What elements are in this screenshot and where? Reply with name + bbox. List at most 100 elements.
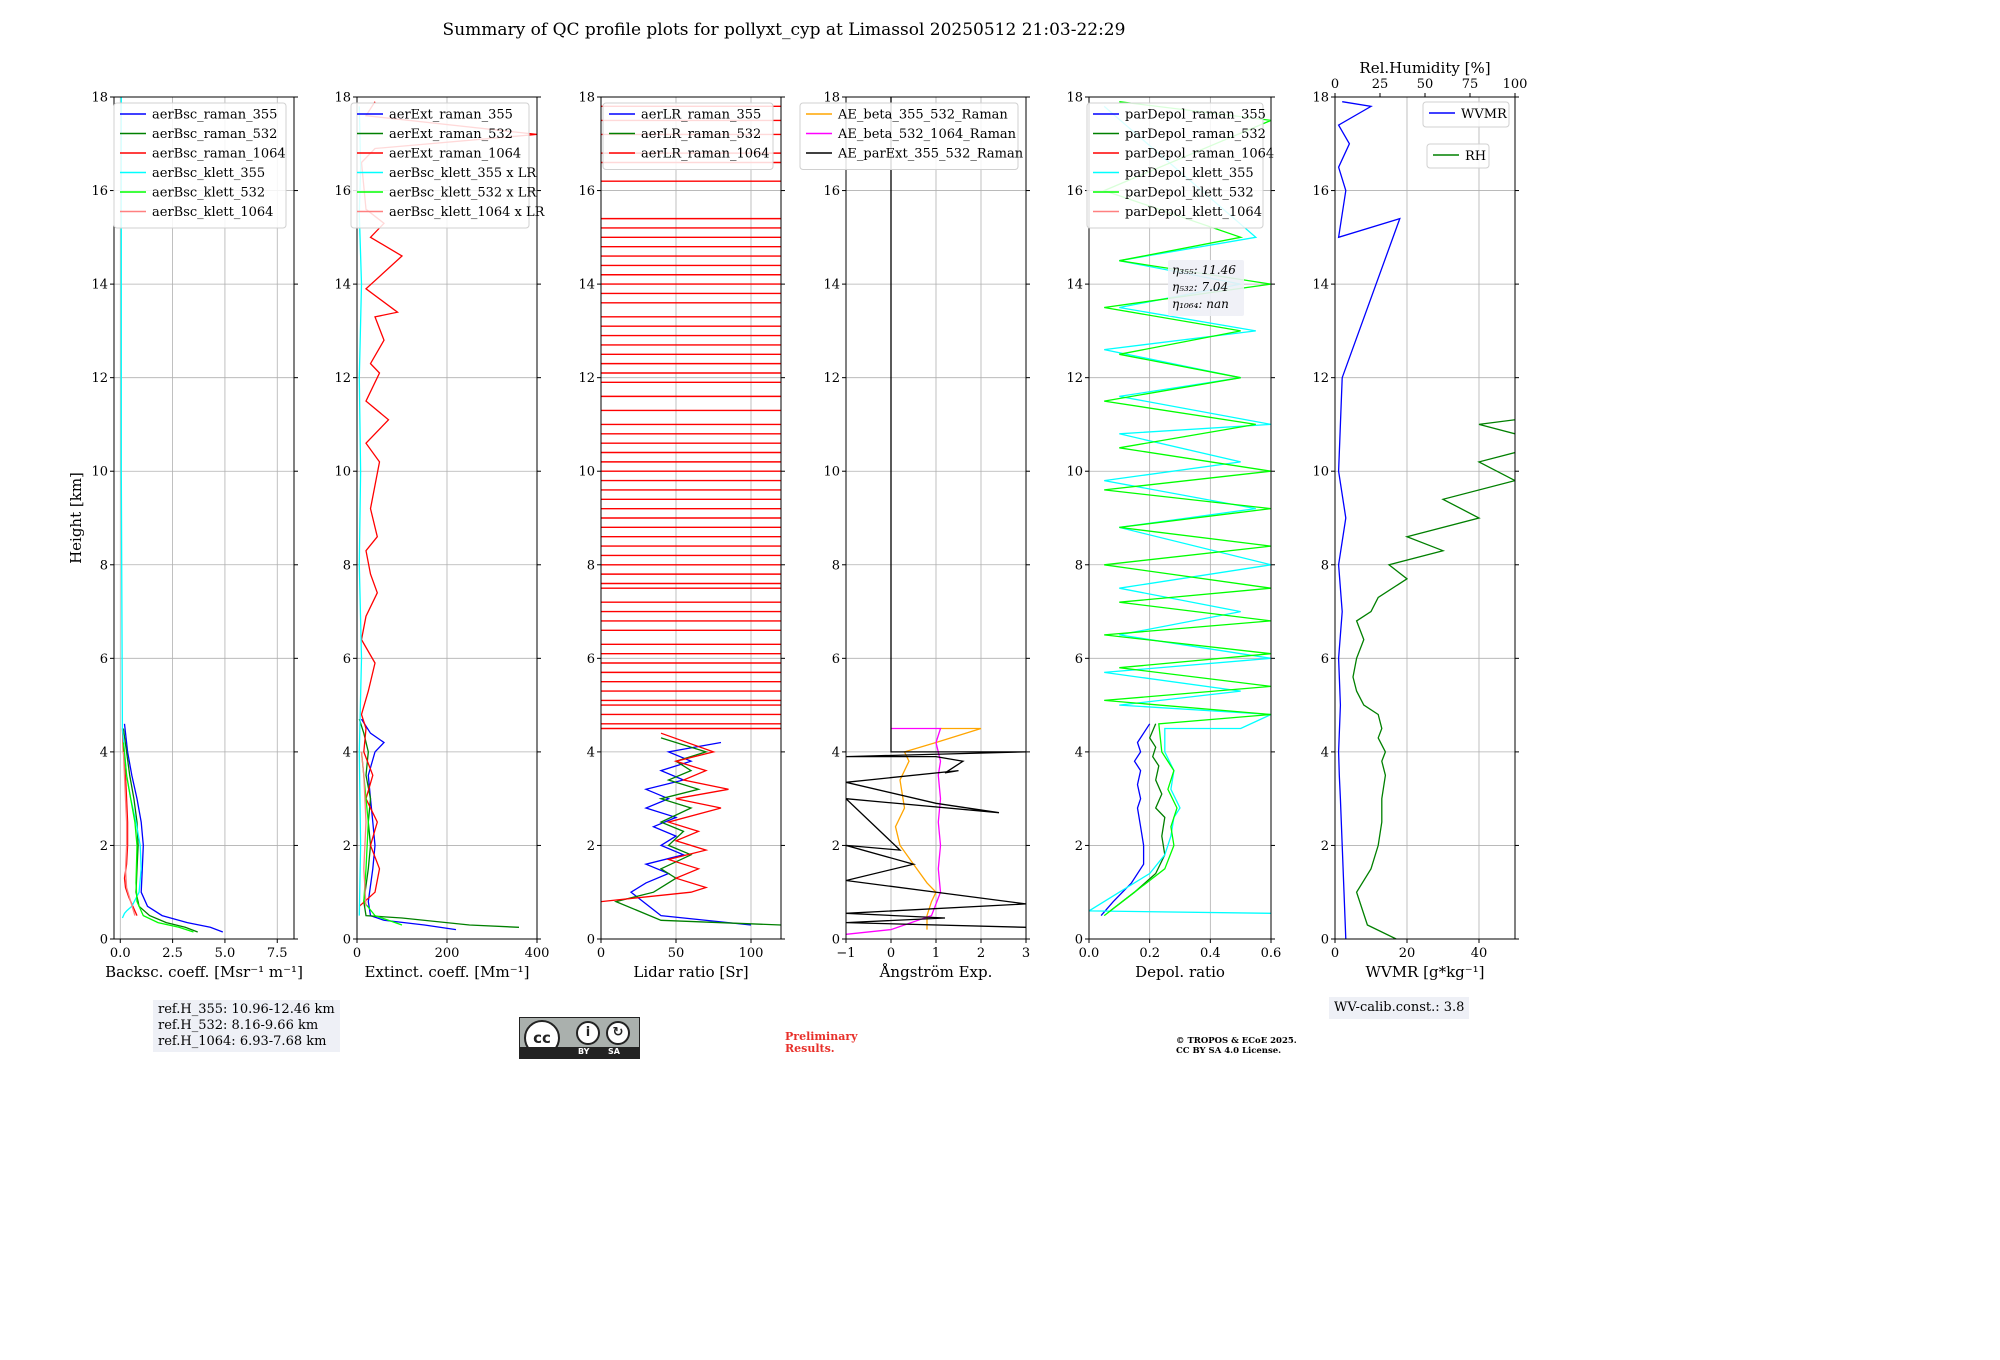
x-tick-label: 1 bbox=[932, 946, 940, 961]
series-aerLR_raman_532 bbox=[613, 737, 781, 926]
x-tick-label: 0.0 bbox=[110, 946, 131, 961]
y-tick-label: 2 bbox=[343, 839, 351, 854]
y-tick-label: 8 bbox=[100, 558, 108, 573]
y-tick-label: 14 bbox=[1312, 278, 1329, 293]
y-tick-label: 2 bbox=[100, 839, 108, 854]
y-tick-label: 6 bbox=[343, 652, 351, 667]
y-tick-label: 8 bbox=[832, 558, 840, 573]
ref-height-1064: ref.H_1064: 6.93-7.68 km bbox=[158, 1034, 327, 1049]
y-tick-label: 12 bbox=[334, 371, 351, 386]
legend-label: parDepol_klett_1064 bbox=[1125, 205, 1262, 220]
top-x-tick-label: 100 bbox=[1503, 77, 1528, 92]
legend-label: aerLR_raman_1064 bbox=[641, 147, 770, 162]
axes-frame bbox=[1334, 96, 1516, 940]
x-tick-label: 40 bbox=[1471, 946, 1488, 961]
x-tick-label: −1 bbox=[836, 946, 855, 961]
data-water_vapor bbox=[1337, 101, 1515, 939]
legend-label: parDepol_klett_355 bbox=[1125, 166, 1254, 181]
cc-license-badge: cc i ↻ BY SA bbox=[519, 1017, 640, 1059]
series-aerBsc_klett_532 bbox=[122, 742, 194, 933]
axes-frame bbox=[1088, 96, 1272, 940]
series-aerLR_raman_355 bbox=[629, 741, 752, 926]
legend-label: RH bbox=[1465, 149, 1486, 164]
data-backscatter bbox=[120, 97, 224, 933]
legend-box bbox=[602, 102, 774, 170]
x-tick-label: 0 bbox=[353, 946, 361, 961]
data-angstrom bbox=[846, 97, 1026, 935]
y-tick-label: 4 bbox=[587, 745, 595, 760]
legend-label: aerExt_raman_1064 bbox=[389, 147, 521, 162]
y-tick-label: 2 bbox=[587, 839, 595, 854]
top-x-tick-label: 25 bbox=[1372, 77, 1389, 92]
legend-label: aerBsc_raman_1064 bbox=[152, 147, 286, 162]
y-tick-label: 8 bbox=[1321, 558, 1329, 573]
y-tick-label: 14 bbox=[578, 278, 595, 293]
x-axis-label: Depol. ratio bbox=[1135, 963, 1225, 981]
x-tick-label: 0 bbox=[887, 946, 895, 961]
cc-sa-label: SA bbox=[608, 1047, 620, 1056]
y-tick-label: 12 bbox=[578, 371, 595, 386]
y-tick-label: 10 bbox=[334, 465, 351, 480]
cc-license-bar: BY SA bbox=[520, 1047, 639, 1058]
series-parDepol_raman_532 bbox=[1109, 723, 1166, 912]
figure-canvas: Summary of QC profile plots for pollyxt_… bbox=[67, 20, 1528, 982]
legend-label: aerExt_raman_532 bbox=[389, 127, 513, 142]
legend-box bbox=[799, 102, 1019, 170]
series-AE_beta_355_532_Raman bbox=[894, 727, 982, 930]
x-tick-label: 3 bbox=[1022, 946, 1030, 961]
x-tick-label: 100 bbox=[739, 946, 764, 961]
y-tick-label: 10 bbox=[823, 465, 840, 480]
legend-box-rh bbox=[1426, 143, 1490, 169]
x-tick-label: 0.6 bbox=[1261, 946, 1282, 961]
y-tick-label: 18 bbox=[91, 91, 108, 106]
y-tick-label: 4 bbox=[832, 745, 840, 760]
y-tick-label: 12 bbox=[823, 371, 840, 386]
y-tick-label: 16 bbox=[823, 184, 840, 199]
y-tick-label: 10 bbox=[578, 465, 595, 480]
series-parDepol_raman_355 bbox=[1100, 723, 1151, 917]
x-tick-label: 2.5 bbox=[162, 946, 183, 961]
y-tick-label: 12 bbox=[1066, 371, 1083, 386]
axes-frame bbox=[600, 96, 782, 940]
x-axis-label: Ångström Exp. bbox=[879, 963, 993, 981]
x-tick-label: 200 bbox=[435, 946, 460, 961]
preliminary-line-1: Preliminary bbox=[785, 1030, 858, 1043]
y-tick-label: 10 bbox=[91, 465, 108, 480]
y-tick-label: 10 bbox=[1066, 465, 1083, 480]
copyright-line-1: © TROPOS & ECoE 2025. bbox=[1176, 1036, 1297, 1046]
share-alike-icon: ↻ bbox=[606, 1021, 630, 1045]
y-tick-label: 18 bbox=[823, 91, 840, 106]
copyright-note: © TROPOS & ECoE 2025. CC BY SA 4.0 Licen… bbox=[1176, 1036, 1297, 1056]
series-aerBsc_klett_1064 x LR bbox=[360, 751, 367, 907]
y-tick-label: 0 bbox=[100, 933, 108, 948]
y-tick-label: 4 bbox=[1075, 745, 1083, 760]
x-axis-label: WVMR [g*kg⁻¹] bbox=[1365, 963, 1484, 981]
y-tick-label: 6 bbox=[587, 652, 595, 667]
y-tick-label: 4 bbox=[1321, 745, 1329, 760]
series-AE_beta_532_1064_Raman bbox=[846, 727, 942, 935]
legend-box bbox=[113, 102, 287, 229]
copyright-line-2: CC BY SA 4.0 License. bbox=[1176, 1046, 1282, 1056]
legend-label: aerExt_raman_355 bbox=[389, 108, 513, 123]
y-tick-label: 6 bbox=[832, 652, 840, 667]
legend-label: aerBsc_raman_532 bbox=[152, 127, 277, 142]
panel-backscatter: 0 2 4 6 8 10 12 14 16 18 0.0 2.5 5.0 7.5 Backsc. coeff… bbox=[91, 91, 302, 982]
y-tick-label: 6 bbox=[100, 652, 108, 667]
series-aerBsc_klett_355 bbox=[120, 97, 142, 919]
legend-label: AE_beta_532_1064_Raman bbox=[837, 127, 1017, 142]
x-tick-label: 400 bbox=[525, 946, 550, 961]
cc-by-label: BY bbox=[578, 1047, 590, 1056]
y-tick-label: 0 bbox=[832, 933, 840, 948]
y-tick-label: 8 bbox=[1075, 558, 1083, 573]
top-x-tick-label: 50 bbox=[1417, 77, 1434, 92]
panel-lidar_ratio: 0 2 4 6 8 10 12 14 16 18 0 50 100 Lidar ratio [Sr] aer… bbox=[578, 91, 785, 981]
y-tick-label: 6 bbox=[1075, 652, 1083, 667]
legend-label: AE_parExt_355_532_Raman bbox=[837, 147, 1024, 162]
x-tick-label: 0.0 bbox=[1079, 946, 1100, 961]
preliminary-results-note: Preliminary Results. bbox=[785, 1031, 858, 1055]
axes-frame bbox=[356, 96, 538, 940]
legend-box bbox=[350, 102, 530, 229]
y-tick-label: 18 bbox=[1312, 91, 1329, 106]
